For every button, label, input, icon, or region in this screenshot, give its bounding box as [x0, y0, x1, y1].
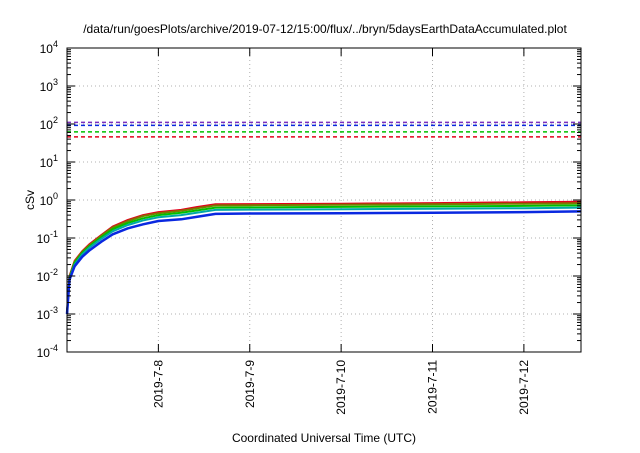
y-tick-label: 101: [40, 153, 58, 170]
x-tick-label: 2019-7-12: [517, 360, 531, 415]
series-lines: [65, 200, 582, 315]
y-tick-label: 102: [40, 115, 58, 132]
y-tick-label: 100: [40, 191, 58, 208]
y-tick-label: 10-3: [37, 305, 58, 322]
y-tick-label: 10-4: [37, 343, 58, 360]
x-tick-label: 2019-7-8: [151, 360, 165, 408]
x-axis-ticks: 2019-7-8 2019-7-9 2019-7-10 2019-7-11 2019-7…: [151, 48, 531, 415]
grid-lines: [67, 48, 581, 352]
reference-lines: [67, 121, 581, 138]
x-axis-label: Coordinated Universal Time (UTC): [232, 431, 416, 445]
x-tick-label: 2019-7-11: [426, 360, 440, 414]
x-tick-label: 2019-7-9: [243, 360, 257, 408]
series-line: [65, 210, 582, 315]
y-tick-label: 103: [40, 77, 58, 94]
y-tick-label: 10-1: [37, 229, 58, 246]
y-axis-ticks: 10-4 10-3 10-2 10-1 100 101 102 103 104: [37, 39, 581, 360]
y-tick-label: 104: [40, 39, 58, 56]
x-tick-label: 2019-7-10: [334, 360, 348, 415]
y-axis-label: cSv: [23, 190, 37, 210]
series-line: [66, 206, 582, 315]
y-tick-label: 10-2: [37, 267, 58, 284]
chart-title: /data/run/goesPlots/archive/2019-07-12/1…: [83, 22, 567, 36]
